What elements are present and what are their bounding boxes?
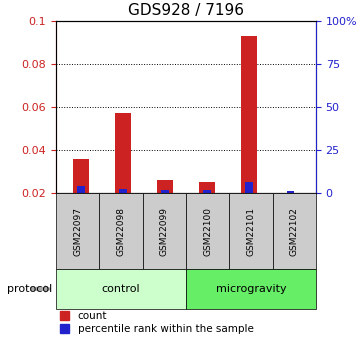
Text: microgravity: microgravity (216, 284, 286, 294)
Text: protocol: protocol (7, 284, 52, 294)
Bar (199, 183, 215, 193)
Text: GSM22099: GSM22099 (160, 207, 169, 256)
Bar (73, 159, 89, 193)
Bar (115, 114, 131, 193)
Bar (245, 183, 253, 193)
Bar (119, 189, 127, 193)
Text: GSM22097: GSM22097 (73, 207, 82, 256)
Text: control: control (102, 284, 140, 294)
Text: GSM22098: GSM22098 (117, 207, 125, 256)
Text: GSM22100: GSM22100 (203, 207, 212, 256)
Bar (241, 36, 257, 193)
Bar (203, 190, 211, 193)
Bar (77, 186, 85, 193)
Text: GSM22102: GSM22102 (290, 207, 299, 256)
Title: GDS928 / 7196: GDS928 / 7196 (128, 3, 244, 18)
Bar (161, 190, 169, 193)
Text: GSM22101: GSM22101 (247, 207, 255, 256)
Bar (287, 191, 295, 193)
Bar (157, 180, 173, 193)
Legend: count, percentile rank within the sample: count, percentile rank within the sample (56, 307, 258, 338)
